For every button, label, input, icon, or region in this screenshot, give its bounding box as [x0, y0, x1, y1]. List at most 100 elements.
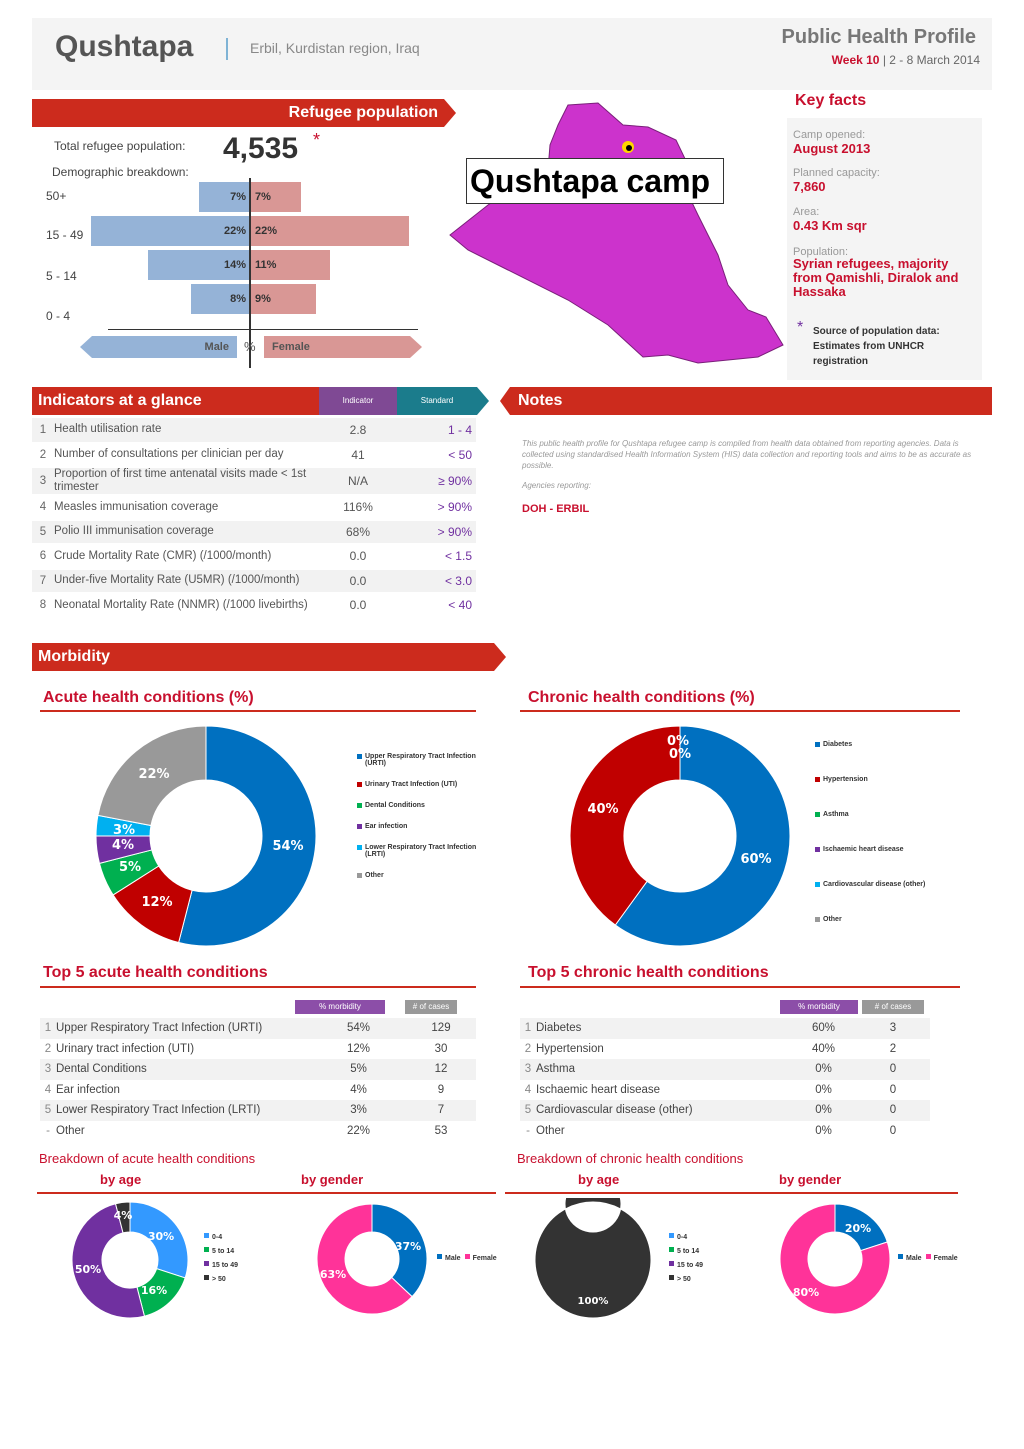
legend-swatch: [204, 1233, 209, 1238]
indicator-value: 0.0: [319, 593, 397, 619]
week-line: Week 10 | 2 - 8 March 2014: [832, 53, 980, 67]
indicator-label: Health utilisation rate: [54, 418, 319, 444]
legend-item: Cardiovascular disease (other): [815, 881, 940, 888]
top5-label: Asthma: [536, 1059, 791, 1080]
legend-label: > 50: [677, 1276, 691, 1283]
pct-axis-label: %: [244, 339, 256, 354]
kf-area-label: Area:: [793, 206, 820, 218]
legend-swatch: [815, 777, 820, 782]
top5-num: -: [46, 1124, 50, 1137]
total-pop-label: Total refugee population:: [54, 139, 186, 153]
chronic-title-underline: [520, 710, 960, 712]
top5-pct: 0%: [815, 1124, 832, 1137]
legend-item: Upper Respiratory Tract Infection (URTI): [357, 753, 482, 767]
top5-cases: 3: [856, 1018, 930, 1039]
refugee-header-arrow: [444, 99, 456, 127]
indicator-num: 3: [32, 467, 54, 496]
top5-label: Hypertension: [536, 1042, 604, 1055]
legend-label: Dental Conditions: [365, 802, 425, 809]
male-arrow-shape: [80, 336, 237, 358]
chronic-legend: Diabetes Hypertension Asthma Ischaemic hear…: [815, 741, 940, 951]
donut-label: 0%: [585, 1214, 602, 1225]
donut-slice: [534, 1198, 652, 1319]
top5-label: Upper Respiratory Tract Infection (URTI): [56, 1018, 311, 1039]
indicator-label: Measles immunisation coverage: [54, 495, 319, 521]
top5-acute-title: Top 5 acute health conditions: [43, 964, 268, 981]
top5-cases: 12: [406, 1059, 476, 1080]
donut-label: 50%: [75, 1263, 101, 1276]
female-axis-arrow: Female: [264, 336, 422, 358]
legend-item: 0-4: [204, 1232, 238, 1244]
chronic-gender-legend: Male Female: [898, 1253, 958, 1265]
legend-swatch: [357, 754, 362, 759]
kf-population-value: Syrian refugees, majority from Qamishli,…: [793, 256, 959, 299]
legend-item: Urinary Tract Infection (UTI): [357, 781, 482, 788]
chronic-gender-donut: 20% 80%: [779, 1203, 891, 1315]
top5-pct: 0%: [791, 1059, 856, 1080]
indicator-num: 2: [32, 442, 54, 468]
chronic-by-age: by age: [578, 1172, 620, 1187]
chronic-breakdown-title: Breakdown of chronic health conditions: [517, 1151, 744, 1166]
chronic-chart-title: Chronic health conditions (%): [528, 689, 755, 706]
donut-label: 0%: [667, 734, 689, 749]
source-text: Source of population data: Estimates fro…: [813, 326, 940, 367]
legend-label: Female: [472, 1255, 497, 1262]
top5-pct: 12%: [346, 1042, 371, 1055]
top5-cases: 0: [856, 1059, 930, 1080]
total-pop-value: 4,535: [223, 132, 299, 165]
notes-text: This public health profile for Qushtapa …: [522, 439, 972, 470]
acute-breakdown-underline: [37, 1192, 496, 1194]
donut-label: 0%: [669, 747, 691, 762]
legend-swatch: [815, 882, 820, 887]
female-axis-label: Female: [272, 341, 310, 353]
pyramid-baseline: [108, 329, 418, 330]
indicator-row: 6 Crude Mortality Rate (CMR) (/1000/month…: [32, 544, 476, 570]
donut-label: 63%: [320, 1268, 346, 1281]
acute-gender-donut: 37% 63%: [316, 1203, 428, 1315]
indicator-num: 7: [32, 568, 54, 594]
top5-num: 1: [520, 1018, 536, 1039]
indicator-row: 8 Neonatal Mortality Rate (NNMR) (/1000 l…: [32, 593, 476, 619]
donut-slice: [129, 1201, 189, 1279]
indicator-value: 41: [319, 442, 397, 468]
legend-label: Cardiovascular disease (other): [823, 881, 926, 888]
legend-item: Diabetes: [815, 741, 940, 748]
top5-cases: 129: [406, 1018, 476, 1039]
indicator-value: 0.0: [319, 568, 397, 594]
legend-item: Asthma: [815, 811, 940, 818]
donut-label: 16%: [141, 1284, 167, 1297]
standard-col-arrow: [477, 387, 489, 415]
legend-item: > 50: [204, 1274, 238, 1286]
top5-row: 1 Upper Respiratory Tract Infection (URTI…: [40, 1018, 476, 1039]
chronic-donut-chart: 60% 40% 0%0%: [569, 725, 791, 947]
top5-num: 3: [40, 1059, 56, 1080]
top5-num: 2: [44, 1042, 52, 1055]
top5-row: 3 Dental Conditions 5% 12: [40, 1059, 476, 1080]
pyramid-male-bar: 7%: [198, 182, 249, 212]
indicator-standard: < 1.5: [397, 544, 476, 570]
pyramid-age-label: 5 - 14: [46, 269, 77, 283]
top5-pct: 60%: [791, 1018, 856, 1039]
top5-acute-pct-header: % morbidity: [295, 1000, 385, 1014]
donut-label: 60%: [740, 852, 771, 867]
top5-label: Other: [536, 1124, 565, 1137]
acute-age-donut: 30% 16% 50% 4%: [71, 1201, 189, 1319]
legend-label: 5 to 14: [677, 1248, 700, 1255]
legend-item: Dental Conditions: [357, 802, 482, 809]
top5-acute-table: 1 Upper Respiratory Tract Infection (URTI…: [40, 1018, 476, 1141]
top5-row: 2 Urinary tract infection (UTI) 12% 30: [40, 1039, 476, 1060]
top5-acute-underline: [40, 986, 476, 988]
donut-label: 30%: [148, 1230, 174, 1243]
indicator-value: 116%: [319, 495, 397, 521]
indicator-row: 3 Proportion of first time antenatal visi…: [32, 467, 476, 496]
indicator-standard: > 90%: [397, 519, 476, 545]
top5-cases: 0: [889, 1124, 897, 1137]
indicator-num: 6: [32, 544, 54, 570]
legend-item: Ear infection: [357, 823, 482, 830]
agencies-value: DOH - ERBIL: [522, 503, 590, 515]
kf-opened-value: August 2013: [793, 141, 871, 156]
kf-opened-label: Camp opened:: [793, 129, 866, 141]
kf-area-value: 0.43 Km sqr: [793, 218, 867, 233]
legend-label: Lower Respiratory Tract Infection (LRTI): [365, 844, 477, 858]
top5-row: 2 Hypertension 40% 2: [520, 1039, 930, 1060]
